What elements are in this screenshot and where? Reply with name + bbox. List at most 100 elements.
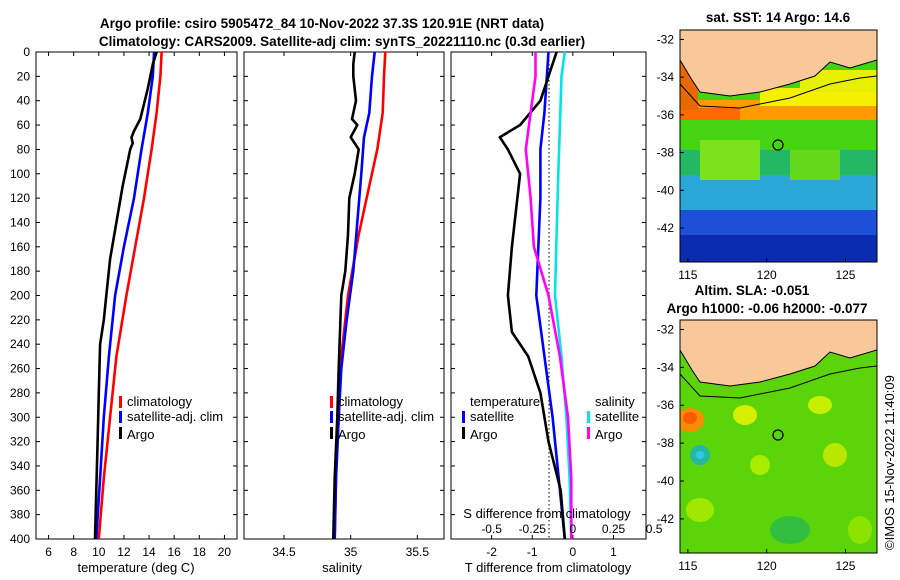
legend-swatch-t-argo	[462, 427, 465, 439]
depth-tick-label: 100	[10, 167, 30, 181]
map-x-tick-label: 125	[835, 268, 855, 282]
legend-swatch-s-argo	[587, 427, 590, 439]
legend-label-t-satellite: satellite	[470, 409, 514, 424]
series-line-salinity-satellite	[553, 51, 573, 540]
depth-axis: 0 20 40 60 80 100 120 140 160 180 200 220 240 260 280 3…	[10, 45, 646, 546]
x-tick-label: 1	[610, 545, 617, 559]
depth-tick-label: 400	[10, 532, 30, 546]
depth-contour-sla	[680, 365, 877, 399]
x-tick-label: 10	[92, 545, 106, 559]
s-diff-ticks: -0.5 -0.25 0 0.25 0.5	[481, 522, 663, 536]
legend-label-climatology: climatology	[338, 394, 404, 409]
series-line-salinity-argo	[524, 52, 573, 539]
salinity-panel	[243, 51, 445, 540]
x-tick-label: 12	[117, 545, 131, 559]
s-diff-tick-label: 0.25	[602, 522, 626, 536]
argo-marker	[772, 139, 784, 151]
legend-label-satellite: satellite-adj. clim	[127, 409, 223, 424]
depth-tick-label: 300	[10, 410, 30, 424]
depth-tick-label: 280	[10, 386, 30, 400]
series-line-climatology	[97, 51, 163, 540]
x-tick-label: 34.5	[272, 545, 296, 559]
map-y-tick-label: -34	[657, 360, 675, 374]
x-tick-label: -2	[486, 545, 497, 559]
legend-label-argo: Argo	[127, 427, 154, 442]
depth-tick-label: 380	[10, 508, 30, 522]
s-diff-tick-label: 0	[570, 522, 577, 536]
legend-swatch-climatology	[330, 396, 333, 408]
salinity-xlabel: salinity	[322, 560, 362, 575]
depth-tick-label: 140	[10, 215, 30, 229]
legend-label-s-argo: Argo	[595, 427, 622, 442]
legend-swatch-climatology	[119, 396, 122, 408]
x-tick-label: 0	[570, 545, 577, 559]
x-tick-label: 35.5	[406, 545, 430, 559]
difference-legend: temperature satellite Argo salinity sate…	[462, 394, 639, 442]
sla-map-ticks: 115 120 125 -32 -34 -36 -38 -40 -42	[657, 322, 856, 573]
map-x-tick-label: 120	[757, 268, 777, 282]
series-line-satellite-adj-clim	[95, 51, 156, 540]
legend-label-climatology: climatology	[127, 394, 193, 409]
salinity-legend: climatology satellite-adj. clim Argo	[330, 394, 434, 442]
depth-tick-label: 80	[17, 142, 31, 156]
sst-map-frame	[679, 29, 878, 263]
depth-tick-label: 220	[10, 313, 30, 327]
legend-title-salinity: salinity	[595, 394, 635, 409]
legend-swatch-argo	[119, 427, 122, 439]
map-y-tick-label: -40	[657, 183, 675, 197]
depth-tick-label: 200	[10, 289, 30, 303]
map-y-tick-label: -38	[657, 436, 675, 450]
sst-map	[680, 30, 877, 262]
difference-lines	[498, 51, 573, 540]
series-line-argo	[93, 51, 158, 540]
legend-label-argo: Argo	[338, 427, 365, 442]
temperature-lines	[93, 51, 163, 540]
legend-label-satellite: satellite-adj. clim	[338, 409, 434, 424]
sla-map-frame	[679, 319, 878, 554]
x-tick-label: 6	[45, 545, 52, 559]
x-tick-label: 16	[168, 545, 182, 559]
x-tick-label: -1	[527, 545, 538, 559]
sla-map-title-line1: Altim. SLA: -0.051	[695, 283, 810, 298]
depth-tick-label: 20	[17, 69, 31, 83]
legend-label-s-satellite: satellite	[595, 409, 639, 424]
figure-title-line2: Climatology: CARS2009. Satellite-adj cli…	[99, 34, 585, 49]
depth-tick-label: 0	[23, 45, 30, 59]
s-diff-label: S difference from climatology	[463, 506, 631, 521]
series-line-argo	[332, 51, 361, 540]
map-y-tick-label: -36	[657, 108, 675, 122]
map-x-tick-label: 120	[757, 559, 777, 573]
series-line-satellite-adj-clim	[333, 51, 376, 540]
map-x-tick-label: 115	[678, 559, 697, 573]
sla-map	[680, 320, 877, 553]
map-y-tick-label: -40	[657, 474, 675, 488]
argo-marker-sla	[772, 429, 784, 441]
legend-label-t-argo: Argo	[470, 427, 497, 442]
depth-contour	[680, 75, 877, 109]
depth-tick-label: 240	[10, 337, 30, 351]
legend-swatch-satellite	[119, 411, 122, 423]
map-y-tick-label: -32	[657, 322, 675, 336]
series-line-temperature-satellite	[534, 51, 567, 540]
map-y-tick-label: -36	[657, 398, 675, 412]
map-y-tick-label: -34	[657, 70, 675, 84]
land-australia	[680, 30, 877, 96]
x-tick-label: 18	[193, 545, 207, 559]
salinity-lines	[332, 51, 387, 540]
depth-tick-label: 40	[17, 94, 31, 108]
map-y-tick-label: -42	[657, 221, 675, 235]
coastline	[680, 59, 877, 97]
x-tick-label: 20	[218, 545, 232, 559]
map-y-tick-label: -32	[657, 32, 675, 46]
legend-title-temperature: temperature	[470, 394, 540, 409]
depth-tick-label: 180	[10, 264, 30, 278]
temperature-xlabel: temperature (deg C)	[77, 560, 194, 575]
s-diff-tick-label: 0.5	[646, 522, 663, 536]
sst-map-ticks: 115 120 125 -32 -34 -36 -38 -40 -42	[657, 32, 856, 282]
x-tick-label: 14	[142, 545, 156, 559]
s-diff-tick-label: -0.5	[481, 522, 502, 536]
depth-tick-label: 340	[10, 459, 30, 473]
depth-tick-label: 160	[10, 240, 30, 254]
map-y-tick-label: -42	[657, 512, 675, 526]
